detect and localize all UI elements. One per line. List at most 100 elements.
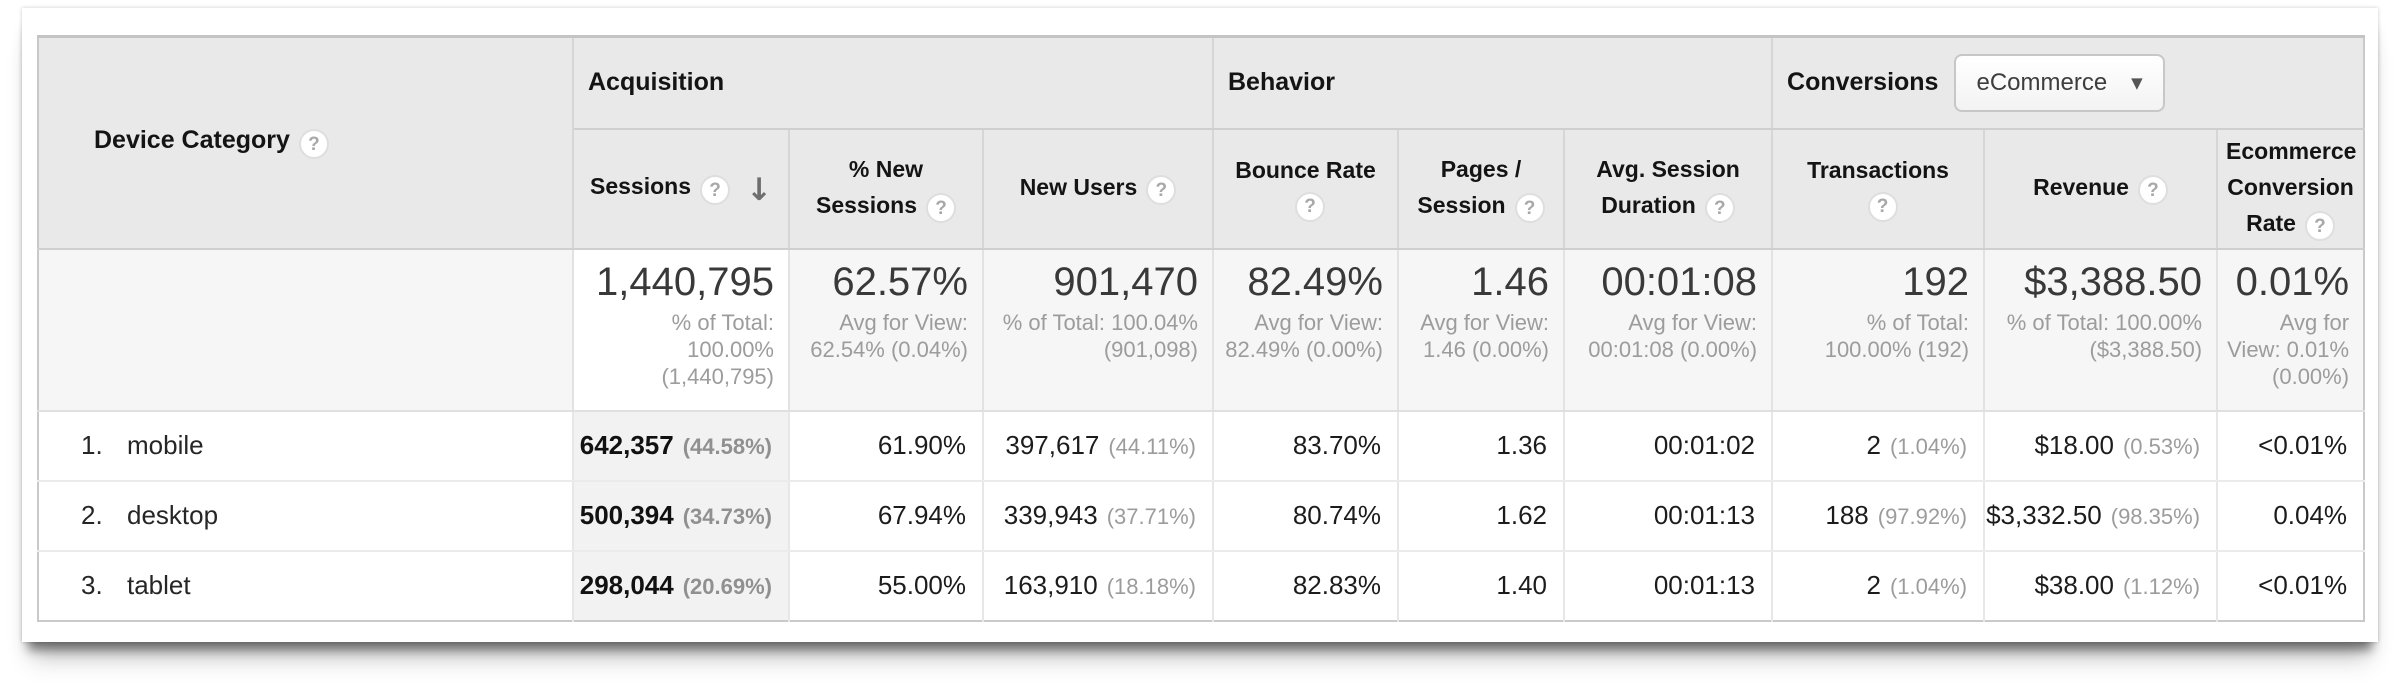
table-row-desktop: 2. desktop 500,394 (34.73%) 67.94% 339,943… [38, 480, 2365, 552]
cell-sessions: 500,394 (34.73%) [573, 480, 790, 552]
total-sessions-value: 1,440,795 [596, 259, 774, 304]
help-icon[interactable]: ? [298, 129, 329, 160]
pct-new-sessions-value: 61.90% [877, 430, 966, 460]
total-ecommerce-conversion-rate-subtext: Avg for View: 0.01% (0.00%) [2227, 309, 2350, 389]
total-bounce-rate-subtext: Avg for View: 82.49% (0.00%) [1225, 309, 1383, 362]
bounce-rate-value: 80.74% [1292, 500, 1381, 530]
total-pct-new-sessions: 62.57% Avg for View: 62.54% (0.04%) [789, 248, 984, 412]
revenue-value: $18.00 [2034, 430, 2114, 460]
help-icon[interactable]: ? [1704, 193, 1735, 224]
column-header-revenue[interactable]: Revenue? [1984, 128, 2219, 250]
total-avg-session-duration-subtext: Avg for View: 00:01:08 (0.00%) [1588, 309, 1758, 362]
sessions-value: 642,357 [579, 430, 674, 460]
total-new-users: 901,470 % of Total: 100.04% (901,098) [983, 248, 1214, 412]
new-users-value: 397,617 [1005, 430, 1100, 460]
sessions-header-label: Sessions [590, 173, 691, 200]
column-header-sessions[interactable]: Sessions? ↓ [573, 128, 790, 250]
total-transactions: 192 % of Total: 100.00% (192) [1772, 248, 1986, 412]
help-icon[interactable]: ? [2304, 211, 2335, 242]
help-icon[interactable]: ? [1867, 191, 1898, 222]
cell-pages-session: 1.40 [1398, 550, 1565, 621]
cell-bounce-rate: 80.74% [1213, 480, 1399, 552]
row-index: 2. [81, 500, 103, 530]
column-header-device-category[interactable]: Device Category? [38, 36, 574, 250]
column-header-transactions[interactable]: Transactions? [1772, 128, 1986, 250]
transactions-value: 2 [1866, 430, 1881, 460]
cell-avg-session-duration: 00:01:13 [1564, 550, 1774, 621]
total-revenue-subtext: % of Total: 100.00% ($3,388.50) [2006, 309, 2203, 362]
ecommerce-conversion-rate-value: <0.01% [2258, 570, 2348, 600]
device-category-report-table: Device Category? Acquisition Behavior Co… [37, 35, 2366, 622]
cell-avg-session-duration: 00:01:13 [1564, 480, 1774, 552]
cell-new-users: 339,943 (37.71%) [983, 480, 1214, 552]
cell-pct-new-sessions: 67.94% [789, 480, 984, 552]
dimension-value-tablet[interactable]: 3. tablet [38, 550, 574, 621]
column-header-pct-new-sessions[interactable]: % New Sessions? [789, 128, 984, 250]
device-name[interactable]: tablet [127, 570, 191, 600]
total-sessions: 1,440,795 % of Total: 100.00% (1,440,795… [573, 248, 790, 412]
bounce-rate-header-label: Bounce Rate [1235, 157, 1376, 183]
column-header-pages-session[interactable]: Pages / Session? [1398, 128, 1565, 250]
help-icon[interactable]: ? [1514, 193, 1545, 224]
new-users-value: 163,910 [1003, 570, 1098, 600]
help-icon[interactable]: ? [1146, 175, 1177, 206]
pages-session-value: 1.40 [1496, 570, 1547, 600]
dimension-value-mobile[interactable]: 1. mobile [38, 410, 574, 482]
pages-session-header-label: Pages / Session [1417, 155, 1522, 218]
help-icon[interactable]: ? [1295, 191, 1325, 222]
total-new-users-value: 901,470 [1053, 259, 1198, 304]
cell-transactions: 188 (97.92%) [1772, 480, 1986, 552]
new-users-percent: (18.18%) [1106, 574, 1196, 599]
cell-bounce-rate: 83.70% [1213, 410, 1399, 482]
device-name[interactable]: desktop [127, 500, 219, 530]
help-icon[interactable]: ? [2137, 175, 2168, 206]
cell-avg-session-duration: 00:01:02 [1564, 410, 1774, 482]
row-index: 3. [81, 570, 103, 600]
avg-session-duration-value: 00:01:13 [1653, 570, 1756, 600]
sessions-percent: (20.69%) [682, 574, 772, 599]
total-ecommerce-conversion-rate: 0.01% Avg for View: 0.01% (0.00%) [2217, 248, 2365, 412]
total-transactions-value: 192 [1902, 259, 1970, 304]
total-revenue-value: $3,388.50 [2024, 259, 2203, 304]
pct-new-sessions-header-label: % New Sessions [816, 155, 924, 218]
total-revenue: $3,388.50 % of Total: 100.00% ($3,388.50… [1984, 248, 2219, 412]
conversions-goal-dropdown[interactable]: eCommerce ▼ [1954, 53, 2165, 112]
total-ecommerce-conversion-rate-value: 0.01% [2235, 259, 2350, 304]
pct-new-sessions-value: 67.94% [877, 500, 966, 530]
bounce-rate-value: 82.83% [1292, 570, 1381, 600]
avg-session-duration-value: 00:01:13 [1653, 500, 1756, 530]
revenue-percent: (98.35%) [2110, 504, 2201, 529]
dimension-value-desktop[interactable]: 2. desktop [38, 480, 574, 552]
ecommerce-conversion-rate-header-label: Ecommerce Conversion Rate [2226, 137, 2357, 236]
new-users-percent: (44.11%) [1108, 434, 1196, 459]
column-header-ecommerce-conversion-rate[interactable]: Ecommerce Conversion Rate? [2217, 128, 2365, 250]
column-header-bounce-rate[interactable]: Bounce Rate? [1213, 128, 1399, 250]
help-icon[interactable]: ? [926, 193, 956, 224]
ecommerce-conversion-rate-value: <0.01% [2258, 430, 2348, 460]
cell-pct-new-sessions: 61.90% [789, 410, 984, 482]
revenue-percent: (0.53%) [2122, 434, 2201, 459]
cell-transactions: 2 (1.04%) [1772, 410, 1986, 482]
device-name[interactable]: mobile [127, 430, 204, 460]
total-pages-session-subtext: Avg for View: 1.46 (0.00%) [1420, 309, 1549, 362]
revenue-percent: (1.12%) [2122, 574, 2201, 599]
cell-new-users: 397,617 (44.11%) [983, 410, 1214, 482]
transactions-percent: (1.04%) [1889, 574, 1968, 599]
total-avg-session-duration: 00:01:08 Avg for View: 00:01:08 (0.00%) [1564, 248, 1774, 412]
total-pct-new-sessions-value: 62.57% [832, 259, 968, 304]
cell-transactions: 2 (1.04%) [1772, 550, 1986, 621]
totals-row: 1,440,795 % of Total: 100.00% (1,440,795… [38, 248, 2365, 412]
total-bounce-rate-value: 82.49% [1247, 259, 1383, 304]
help-icon[interactable]: ? [700, 175, 730, 206]
total-avg-session-duration-value: 00:01:08 [1601, 259, 1758, 304]
total-pages-session: 1.46 Avg for View: 1.46 (0.00%) [1398, 248, 1565, 412]
total-new-users-subtext: % of Total: 100.04% (901,098) [1002, 309, 1198, 362]
behavior-group-label: Behavior [1228, 68, 1335, 97]
group-header-acquisition: Acquisition [573, 36, 1214, 130]
column-header-new-users[interactable]: New Users? [983, 128, 1214, 250]
group-header-conversions: Conversions eCommerce ▼ [1772, 36, 2365, 130]
column-header-avg-session-duration[interactable]: Avg. Session Duration? [1564, 128, 1774, 250]
sessions-value: 500,394 [579, 500, 674, 530]
cell-revenue: $18.00 (0.53%) [1984, 410, 2219, 482]
total-bounce-rate: 82.49% Avg for View: 82.49% (0.00%) [1213, 248, 1399, 412]
